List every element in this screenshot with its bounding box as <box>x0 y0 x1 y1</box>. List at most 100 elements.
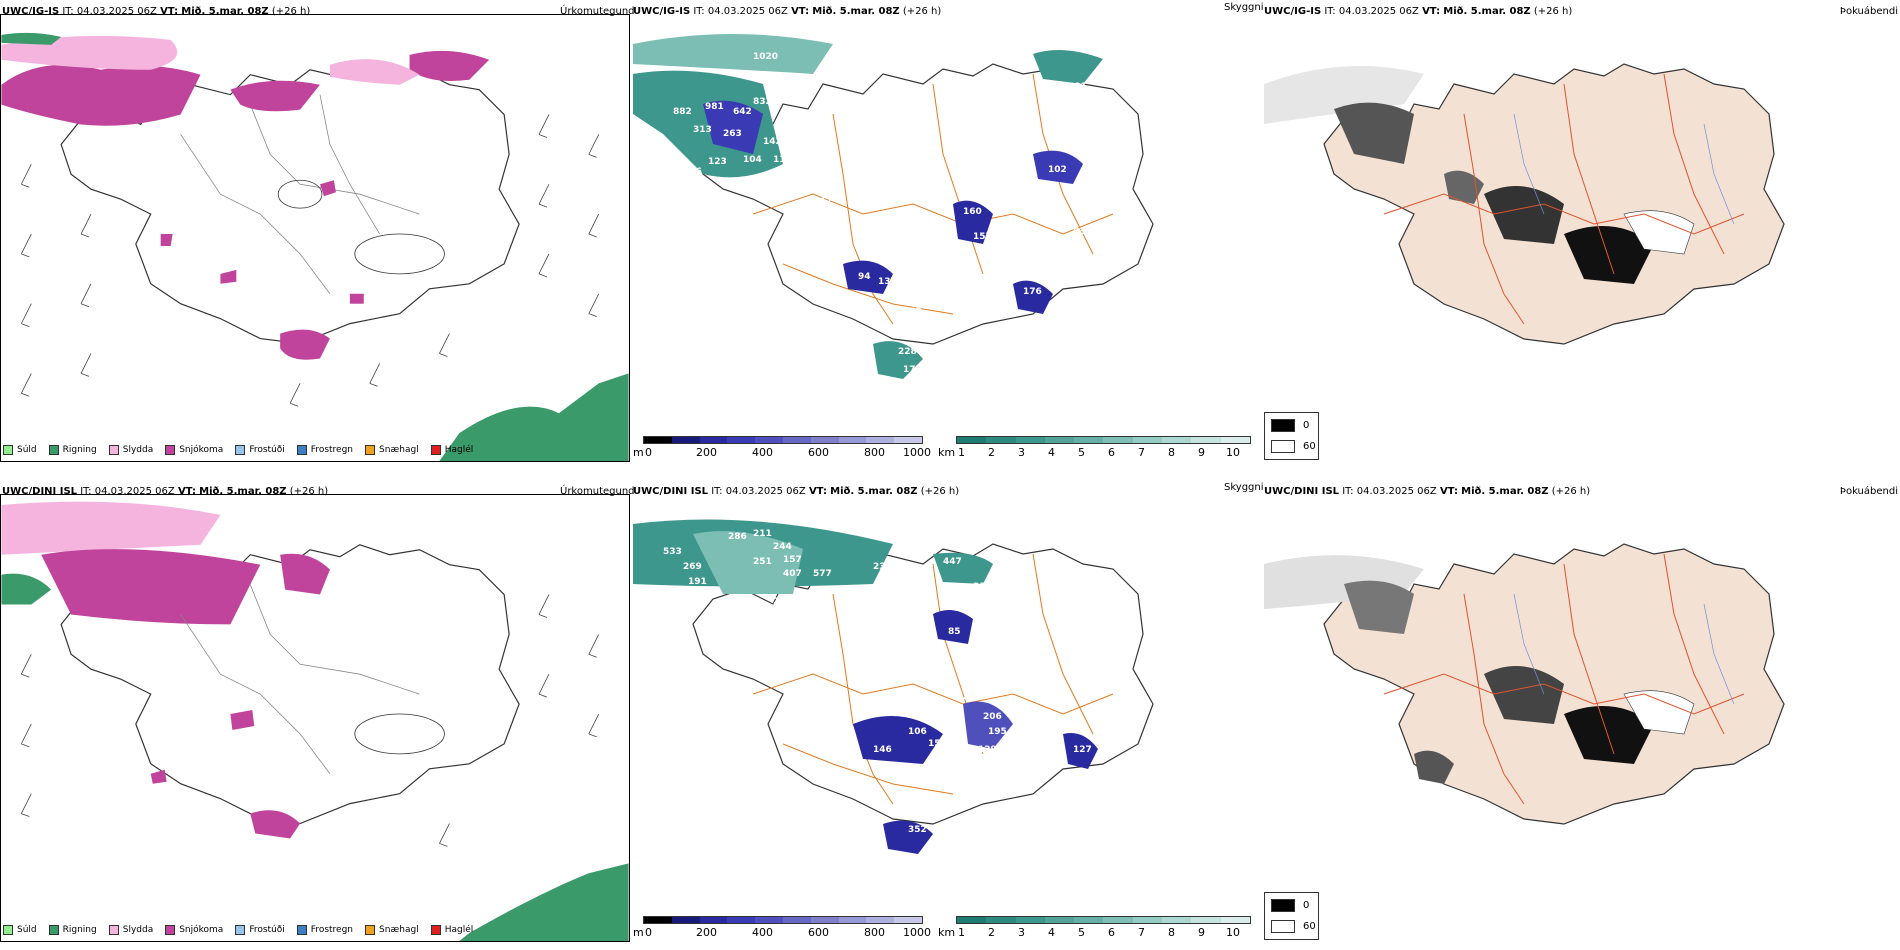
legend-label: Frostregn <box>310 925 354 935</box>
legend-swatch <box>365 445 376 455</box>
colorbar-tick: 400 <box>752 926 773 939</box>
cloud-base-value: 106 <box>908 727 927 737</box>
visibility-strip <box>956 916 1251 924</box>
panel-header: UWC/IG-IS IT: 04.03.2025 06Z VT: Mið. 5.… <box>633 6 941 17</box>
colorbar-tick: 4 <box>1048 926 1055 939</box>
colorbar-tick: 8 <box>1168 926 1175 939</box>
color-bin <box>810 437 839 443</box>
cloud-base-value: 352 <box>908 825 927 835</box>
cloud-base-value: 533 <box>663 547 682 557</box>
legend-label: Frostregn <box>310 445 354 455</box>
cloud-base-value: 157 <box>973 232 992 242</box>
valid-label: VT: <box>1422 6 1441 17</box>
color-bin <box>838 437 867 443</box>
valid-label: VT: <box>808 486 827 497</box>
fog-panel: Skyggni UWC/DINI ISL IT: 04.03.2025 06Z … <box>1224 480 1900 950</box>
color-bin <box>644 437 672 443</box>
lead-time: (+26 h) <box>289 486 329 497</box>
init-label: IT: <box>711 486 723 497</box>
legend-item: Haglél <box>430 925 473 935</box>
color-bin <box>810 917 839 923</box>
color-bin <box>699 917 728 923</box>
cloud-base-value: 80 <box>733 247 746 257</box>
init-label: IT: <box>62 6 74 17</box>
row-top: UWC/IG-IS IT: 04.03.2025 06Z VT: Mið. 5.… <box>0 0 1900 470</box>
cloud-base-value: 1020 <box>753 52 778 62</box>
legend-swatch <box>48 445 59 455</box>
legend-item: Frostregn <box>296 445 354 455</box>
cloud-base-strip <box>643 436 923 444</box>
legend-label: Frostúði <box>249 925 285 935</box>
colorbar-tick: 5 <box>1078 926 1085 939</box>
legend-label: Slydda <box>122 925 154 935</box>
legend-swatch <box>430 925 441 935</box>
legend-label: Slydda <box>122 445 154 455</box>
colorbar-unit: m <box>633 446 644 459</box>
color-bin <box>957 437 987 443</box>
colorbar-tick: 1000 <box>903 446 931 459</box>
color-bin <box>1191 437 1221 443</box>
cloud-base-value: 253 <box>793 599 812 609</box>
color-bin <box>894 437 922 443</box>
legend-label: Snjókoma <box>179 445 224 455</box>
cloud-base-value: 269 <box>683 562 702 572</box>
cloud-base-value: 115 <box>898 707 917 717</box>
color-bin <box>986 437 1016 443</box>
legend-swatch <box>296 925 307 935</box>
fog-map <box>1264 543 1785 825</box>
fog-map <box>1264 63 1785 345</box>
fog-legend: 0 60 <box>1264 892 1319 940</box>
colorbar-tick: 10 <box>1226 926 1240 939</box>
lead-time: (+26 h) <box>271 6 311 17</box>
cloud-base-value: 263 <box>723 129 742 139</box>
init-label: IT: <box>1324 6 1336 17</box>
cloud-base-value: 211 <box>753 529 772 539</box>
model-name: UWC/IG-IS <box>1264 6 1322 17</box>
color-bin <box>1074 917 1104 923</box>
init-time: 04.03.2025 06Z <box>94 486 175 497</box>
legend-swatch <box>235 445 246 455</box>
cloud-base-value: 127 <box>1073 745 1092 755</box>
colorbar-tick: 0 <box>645 446 652 459</box>
precip-map <box>1 32 629 461</box>
fog-swatch-high <box>1271 440 1295 453</box>
legend-swatch <box>108 925 119 935</box>
cloud-base-value: 146 <box>873 745 892 755</box>
panel-header: UWC/DINI ISL IT: 04.03.2025 06Z VT: Mið.… <box>1264 486 1590 497</box>
cloud-base-value: 210 <box>773 597 792 607</box>
cloud-base-value: 110 <box>813 237 832 247</box>
color-bin <box>1015 917 1045 923</box>
colorbar-tick: 1 <box>958 926 965 939</box>
color-bin <box>1132 917 1163 923</box>
precip-type-panel: UWC/DINI ISL IT: 04.03.2025 06Z VT: Mið.… <box>0 480 635 950</box>
valid-time: Mið. 5.mar. 08Z <box>199 486 287 497</box>
color-bin <box>986 917 1016 923</box>
cloud-base-value: 202 <box>963 692 982 702</box>
colorbar-tick: 800 <box>864 446 885 459</box>
fog-value: 0 <box>1303 900 1310 911</box>
cloud-base-value: 110 <box>788 207 807 217</box>
legend-swatch <box>165 925 176 935</box>
cloud-base-strip <box>643 916 923 924</box>
cloud-base-colorbar: m 0 200 400 600 800 1000 <box>633 916 933 940</box>
cloud-base-value: 101 <box>1018 269 1037 279</box>
cloud-base-value: 172 <box>903 365 922 375</box>
valid-label: VT: <box>160 6 179 17</box>
visibility-strip <box>956 436 1251 444</box>
legend-swatch <box>48 925 59 935</box>
colorbar-tick: 4 <box>1048 446 1055 459</box>
fog-value: 60 <box>1303 441 1316 452</box>
color-bin <box>1044 437 1075 443</box>
color-bin <box>1162 437 1192 443</box>
fog-swatch-low <box>1271 419 1295 432</box>
init-time: 04.03.2025 06Z <box>707 6 788 17</box>
model-name: UWC/IG-IS <box>633 6 691 17</box>
cloud-base-value: 105 <box>923 269 942 279</box>
cloud-base-value: 94 <box>858 272 871 282</box>
legend-item: Frostúði <box>235 925 285 935</box>
cloud-base-value: 123 <box>708 157 727 167</box>
panel-header: UWC/DINI ISL IT: 04.03.2025 06Z VT: Mið.… <box>2 486 328 497</box>
legend-swatch <box>235 925 246 935</box>
cloud-base-value: 92 <box>933 247 946 257</box>
cloud-base-value: 832 <box>753 97 772 107</box>
